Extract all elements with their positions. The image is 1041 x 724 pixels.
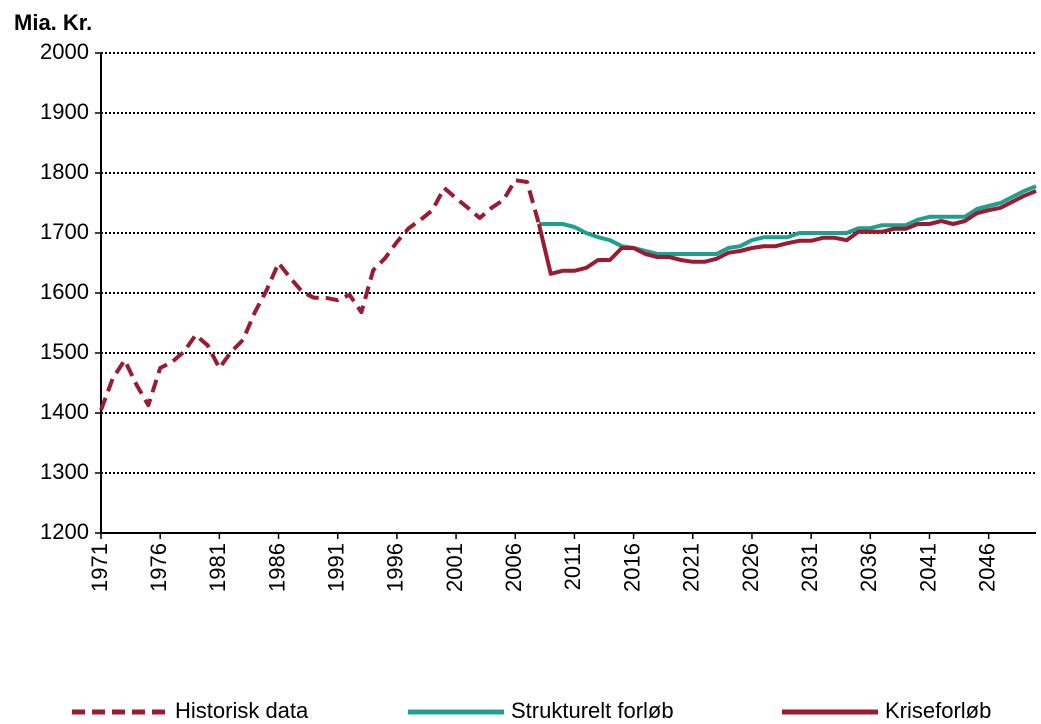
y-tick-label: 1200: [40, 519, 89, 544]
y-axis-title: Mia. Kr.: [14, 10, 92, 35]
x-tick-label: 1971: [87, 543, 112, 592]
x-tick-label: 2046: [974, 543, 999, 592]
x-tick-label: 2021: [679, 543, 704, 592]
x-tick-label: 1996: [383, 543, 408, 592]
x-tick-label: 2006: [501, 543, 526, 592]
y-tick-label: 1900: [40, 99, 89, 124]
series-line: [536, 189, 1037, 276]
legend-label: Kriseforløb: [885, 698, 991, 723]
y-tick-label: 1800: [40, 159, 89, 184]
x-tick-label: 2001: [442, 543, 467, 592]
x-tick-label: 2031: [797, 543, 822, 592]
x-tick-label: 1976: [146, 543, 171, 592]
x-tick-label: 1981: [205, 543, 230, 592]
legend-label: Strukturelt forløb: [511, 698, 674, 723]
y-tick-label: 1700: [40, 219, 89, 244]
y-tick-label: 1500: [40, 339, 89, 364]
legend-label: Historisk data: [175, 698, 309, 723]
x-tick-label: 2036: [856, 543, 881, 592]
x-tick-label: 2026: [738, 543, 763, 592]
y-tick-label: 1300: [40, 459, 89, 484]
y-tick-label: 2000: [40, 39, 89, 64]
series-line: [99, 178, 541, 411]
x-tick-label: 2041: [915, 543, 940, 592]
x-tick-label: 2011: [560, 543, 585, 590]
x-tick-label: 1986: [264, 543, 289, 592]
x-tick-label: 1991: [324, 543, 349, 592]
y-tick-label: 1600: [40, 279, 89, 304]
y-tick-label: 1400: [40, 399, 89, 424]
x-tick-label: 2016: [619, 543, 644, 592]
